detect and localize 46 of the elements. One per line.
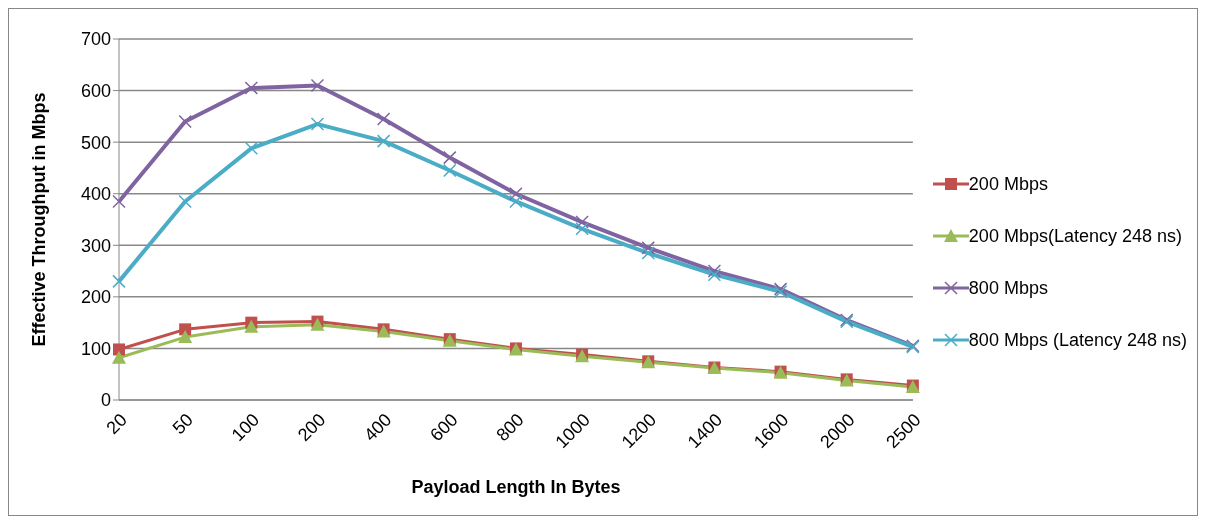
point xyxy=(310,78,325,93)
point xyxy=(310,117,325,131)
legend-label: 800 Mbps (Latency 248 ns) xyxy=(968,329,1187,351)
x-tick-label: 800 xyxy=(492,409,528,446)
point xyxy=(575,222,589,236)
y-tick-label: 500 xyxy=(80,132,111,153)
x-tick-label: 20 xyxy=(102,409,131,439)
x-tick-label: 600 xyxy=(426,409,462,446)
y-axis-title: Effective Throughput in Mbps xyxy=(29,92,50,347)
point xyxy=(112,274,126,289)
y-tick-label: 300 xyxy=(80,235,111,256)
point xyxy=(244,141,259,156)
x-axis-title: Payload Length In Bytes xyxy=(411,477,621,497)
x-tick-label: 100 xyxy=(227,409,264,446)
point xyxy=(178,114,192,129)
point xyxy=(575,215,589,229)
y-tick-label: 100 xyxy=(80,338,111,359)
legend-label: 200 Mbps xyxy=(968,173,1048,195)
point xyxy=(707,267,722,282)
point xyxy=(178,330,193,344)
x-tick-label: 400 xyxy=(360,409,396,446)
point xyxy=(376,134,391,148)
point xyxy=(707,264,722,278)
point xyxy=(244,319,259,333)
y-tick-label: 400 xyxy=(80,184,111,205)
legend-label: 800 Mbps xyxy=(968,277,1048,299)
y-tick-label: 0 xyxy=(100,390,111,411)
y-tick-label: 600 xyxy=(80,80,111,101)
point xyxy=(376,112,391,126)
point xyxy=(179,323,192,336)
point xyxy=(112,350,126,364)
x-tick-label: 200 xyxy=(293,409,330,446)
point xyxy=(443,150,457,165)
y-tick-label: 700 xyxy=(80,29,111,50)
point xyxy=(443,163,457,178)
y-tick-label: 200 xyxy=(80,287,111,308)
legend-label: 200 Mbps(Latency 248 ns) xyxy=(968,225,1182,247)
point xyxy=(509,194,523,209)
point xyxy=(113,343,125,356)
point xyxy=(641,246,655,260)
point xyxy=(178,194,192,209)
point xyxy=(112,194,126,209)
point xyxy=(509,186,523,201)
point xyxy=(244,81,259,95)
x-tick-label: 50 xyxy=(168,409,198,439)
point xyxy=(641,241,655,255)
